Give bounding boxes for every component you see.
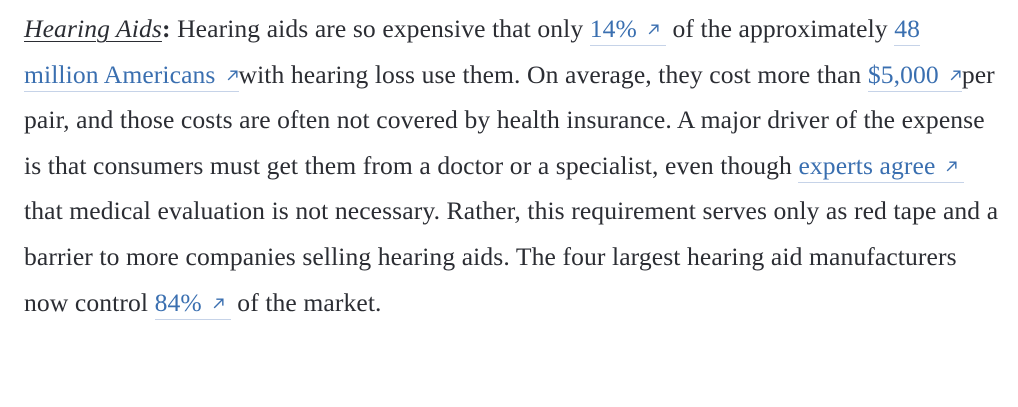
arrow-up-right-icon — [648, 24, 659, 35]
arrow-up-right-icon — [227, 70, 238, 80]
paragraph-text: with hearing loss use them. On average, … — [238, 59, 868, 89]
link-label: 48 million Americans — [24, 14, 920, 89]
paragraph-text: of the approximately — [665, 14, 895, 43]
policy-paragraph: Hearing Aids: Hearing aids are so expens… — [24, 6, 999, 325]
link-14-percent[interactable]: 14% — [589, 14, 666, 46]
paragraph-text: per pair, and those costs are often not … — [24, 59, 995, 180]
link-5000-dollars[interactable]: $5,000 — [867, 59, 962, 92]
heading-colon: : — [161, 14, 171, 43]
arrow-up-right-icon — [950, 70, 961, 80]
paragraph-text: that medical evaluation is not necessary… — [24, 196, 999, 317]
section-heading: Hearing Aids — [24, 14, 162, 43]
link-label: 14% — [589, 14, 637, 43]
link-84-percent[interactable]: 84% — [154, 287, 231, 320]
link-label: experts agree — [798, 150, 936, 180]
arrow-up-right-icon — [213, 298, 224, 308]
link-48-million-americans[interactable]: 48 million Americans — [24, 14, 920, 92]
link-label: 84% — [154, 287, 202, 317]
arrow-up-right-icon — [947, 161, 957, 172]
link-label: $5,000 — [867, 59, 939, 89]
link-experts-agree[interactable]: experts agree — [798, 150, 965, 183]
paragraph-text: Hearing aids are so expensive that only — [170, 14, 590, 43]
paragraph-text: of the market. — [230, 287, 382, 317]
